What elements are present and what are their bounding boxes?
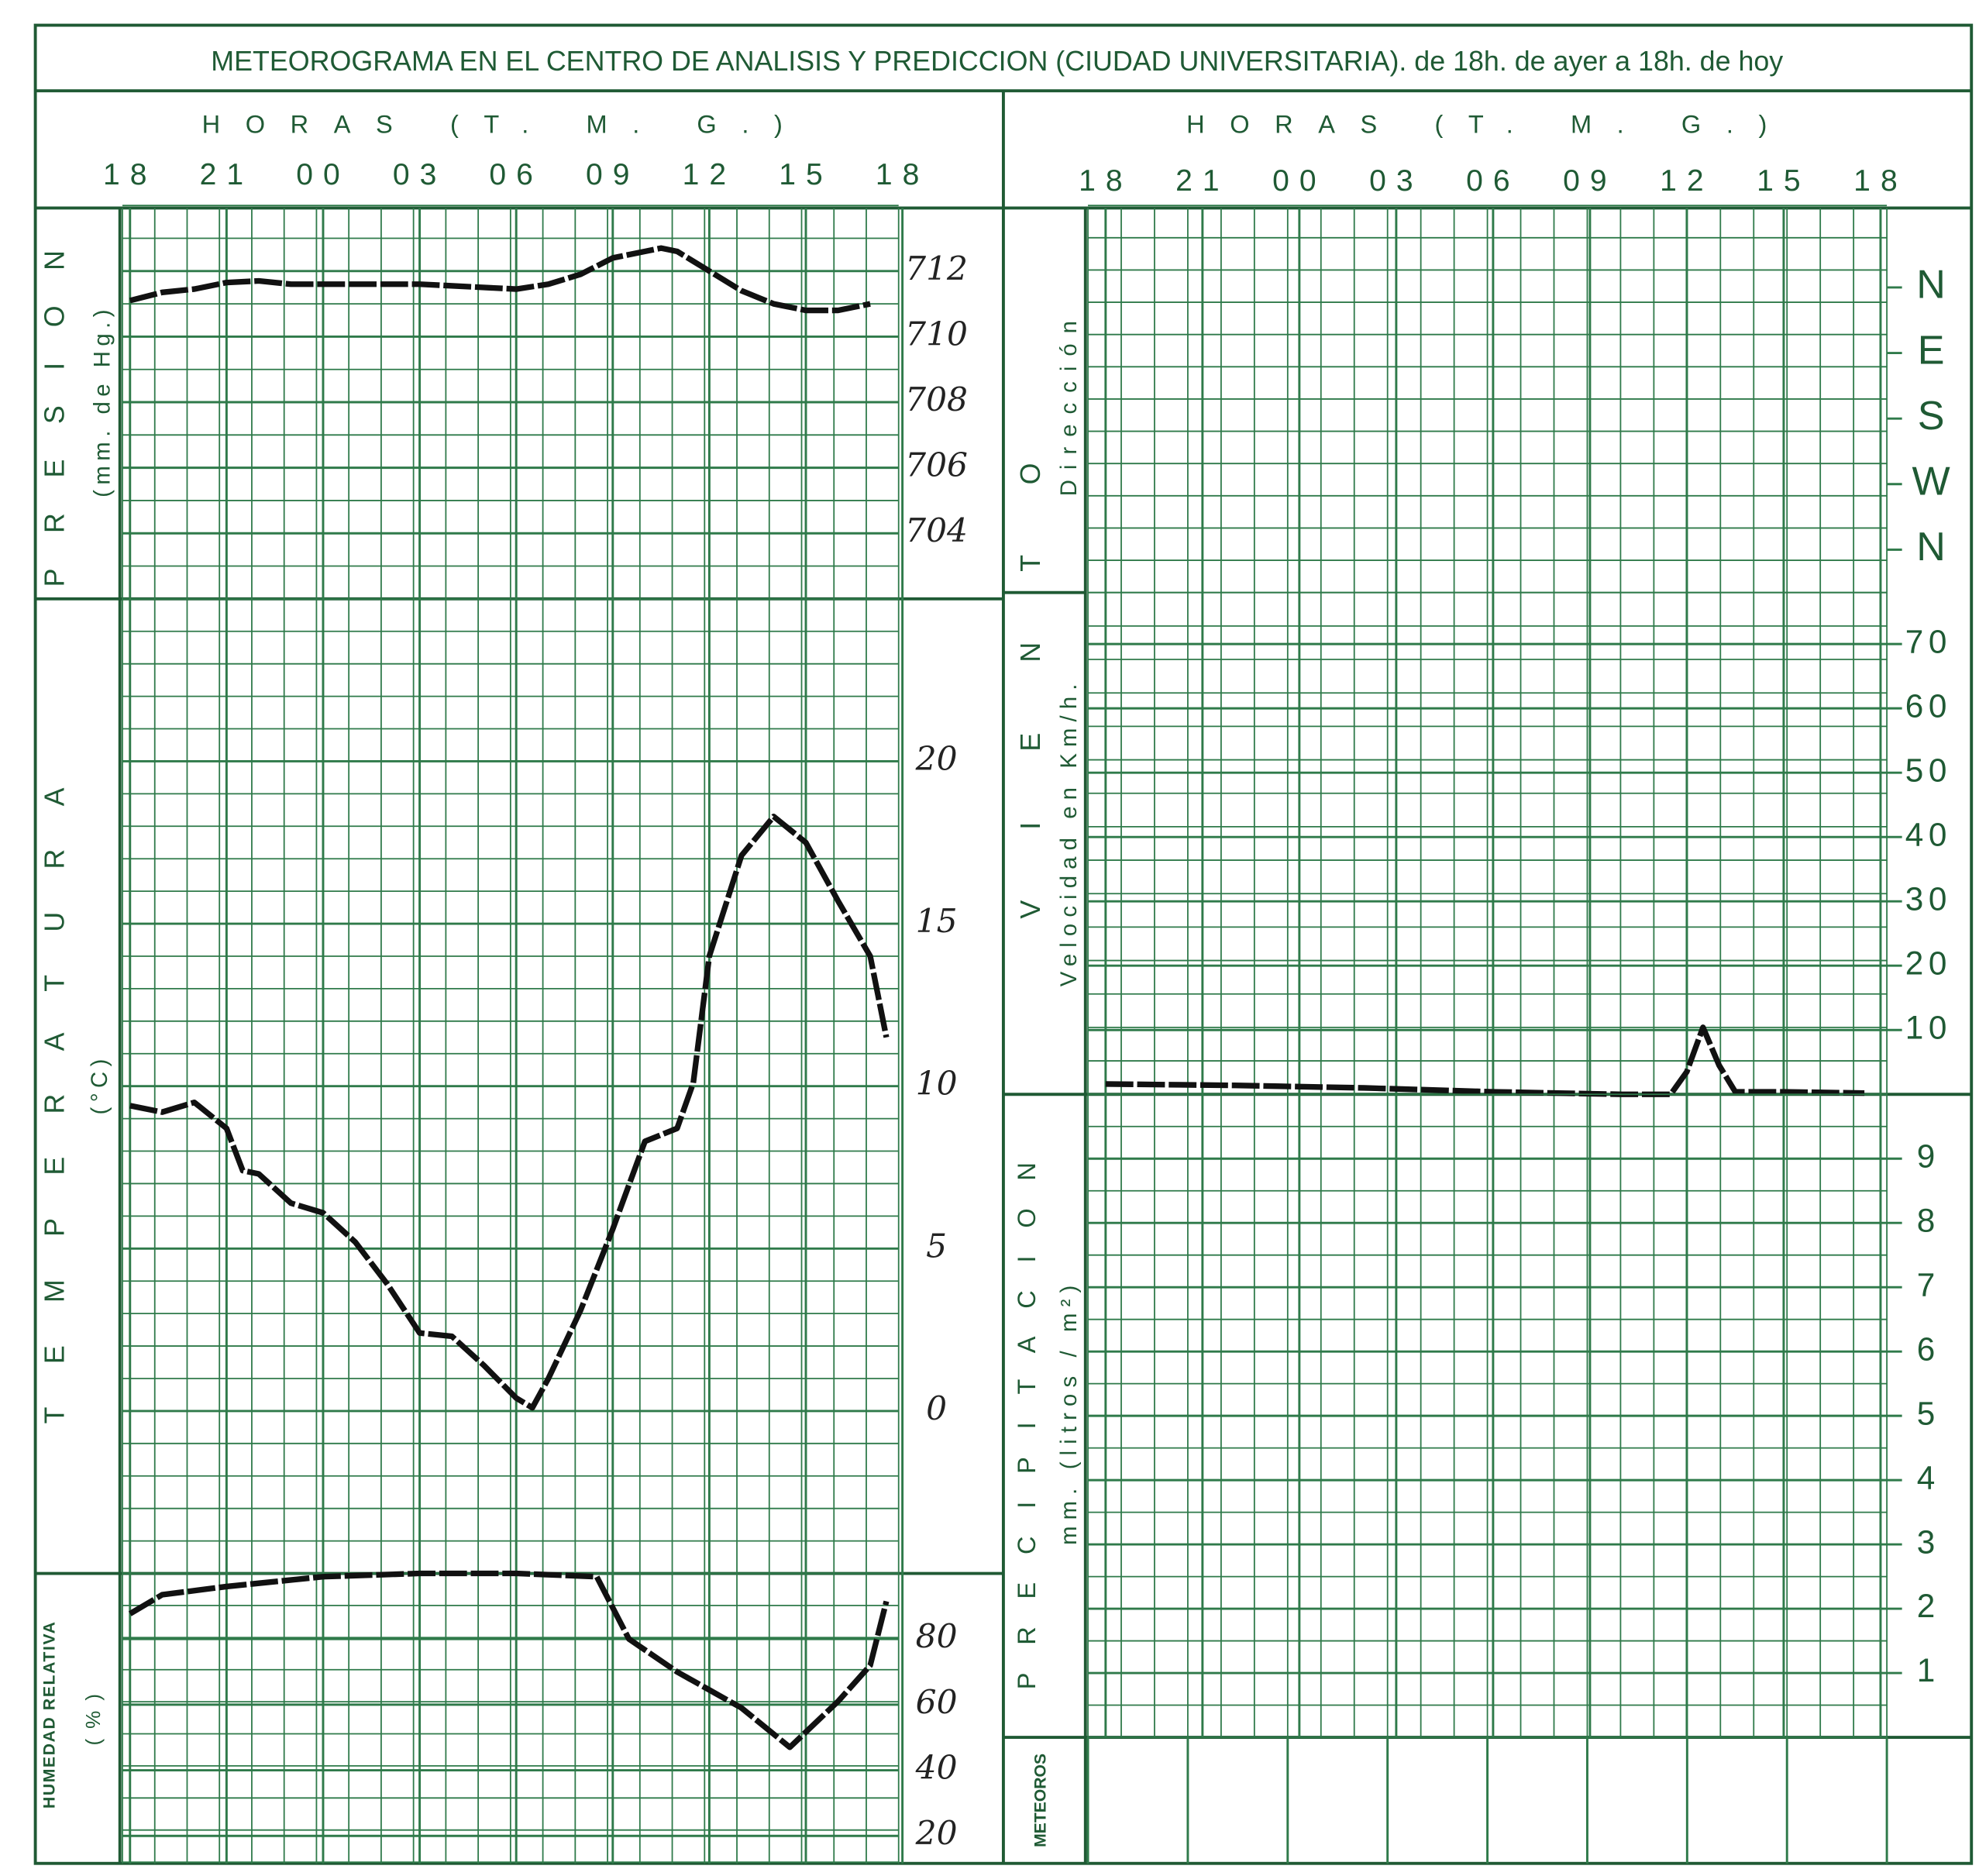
x-tick-label: 00	[296, 158, 350, 191]
y-axis-label: TEMPERATURA	[40, 745, 71, 1423]
y-tick-label: 712	[905, 250, 968, 287]
y-tick-label: 20	[1905, 945, 1952, 981]
y-tick-label: 710	[905, 315, 968, 353]
chart-title: METEOROGRAMA EN EL CENTRO DE ANALISIS Y …	[211, 46, 1783, 77]
y-category-label: N	[1916, 525, 1946, 570]
y-tick-label: 3	[1917, 1523, 1940, 1560]
y-tick-label: 30	[1905, 880, 1952, 917]
x-tick-label: 06	[1466, 164, 1520, 198]
y-tick-label: 708	[905, 380, 968, 418]
y-axis-unit: (°C)	[87, 1054, 112, 1114]
y-tick-label: 40	[1905, 816, 1952, 852]
wind-label: VIENTO	[1015, 392, 1046, 918]
y-tick-label: 4	[1917, 1459, 1940, 1496]
y-tick-label: 80	[916, 1617, 958, 1655]
y-tick-label: 0	[926, 1389, 947, 1427]
x-tick-label: 18	[1853, 164, 1908, 198]
y-tick-label: 50	[1905, 752, 1952, 788]
x-tick-label: 21	[1175, 164, 1230, 198]
y-tick-label: 706	[905, 446, 968, 484]
x-tick-label: 18	[1079, 164, 1133, 198]
y-axis-label: PRECIPITACION	[1013, 1134, 1041, 1689]
y-axis-unit: (mm. de Hg.)	[89, 305, 115, 497]
x-tick-label: 09	[1563, 164, 1617, 198]
y-tick-label: 40	[915, 1749, 958, 1787]
y-axis-label: Dirección	[1056, 311, 1082, 496]
y-axis-unit: (%)	[81, 1684, 105, 1746]
meteoros-label: METEOROS	[1031, 1754, 1049, 1847]
y-tick-label: 1	[1917, 1652, 1940, 1688]
x-tick-label: 03	[393, 158, 447, 191]
y-tick-label: 20	[915, 1814, 958, 1852]
x-tick-label: 03	[1369, 164, 1423, 198]
y-category-label: S	[1918, 394, 1945, 439]
y-tick-label: 8	[1917, 1202, 1940, 1238]
y-axis-label: Velocidad en Km/h.	[1056, 677, 1082, 986]
y-tick-label: 60	[916, 1683, 958, 1721]
x-axis-label: HORAS (T. M. G.)	[1186, 110, 1792, 138]
y-tick-label: 5	[1917, 1395, 1940, 1431]
data-line	[129, 245, 871, 314]
data-line	[128, 1570, 890, 1750]
x-tick-label: 12	[683, 158, 737, 191]
x-tick-label: 00	[1272, 164, 1327, 198]
y-tick-label: 10	[1905, 1009, 1952, 1045]
y-axis-unit: mm. (litros / m²)	[1056, 1279, 1082, 1545]
y-tick-label: 7	[1917, 1266, 1940, 1303]
y-category-label: E	[1918, 328, 1945, 373]
y-category-label: N	[1916, 263, 1946, 308]
y-tick-label: 5	[926, 1227, 947, 1265]
y-axis-label: PRESION	[40, 215, 71, 587]
x-tick-label: 18	[876, 158, 930, 191]
data-line	[1105, 1024, 1865, 1097]
x-tick-label: 06	[489, 158, 543, 191]
x-tick-label: 18	[103, 158, 157, 191]
x-tick-label: 15	[1757, 164, 1811, 198]
y-tick-label: 9	[1917, 1138, 1940, 1174]
y-tick-label: 15	[916, 902, 958, 940]
y-tick-label: 10	[916, 1065, 958, 1103]
x-tick-label: 21	[200, 158, 254, 191]
x-tick-label: 12	[1660, 164, 1714, 198]
x-axis-label: HORAS (T. M. G.)	[202, 110, 808, 138]
data-line	[129, 813, 890, 1411]
y-tick-label: 70	[1905, 623, 1952, 659]
y-axis-label: HUMEDAD RELATIVA	[41, 1620, 59, 1809]
y-category-label: W	[1912, 460, 1950, 504]
y-tick-label: 2	[1917, 1588, 1940, 1624]
y-tick-label: 60	[1905, 687, 1952, 724]
x-tick-label: 15	[779, 158, 833, 191]
y-tick-label: 20	[915, 739, 958, 777]
x-tick-label: 09	[586, 158, 640, 191]
y-tick-label: 704	[905, 511, 968, 549]
y-tick-label: 6	[1917, 1330, 1940, 1367]
